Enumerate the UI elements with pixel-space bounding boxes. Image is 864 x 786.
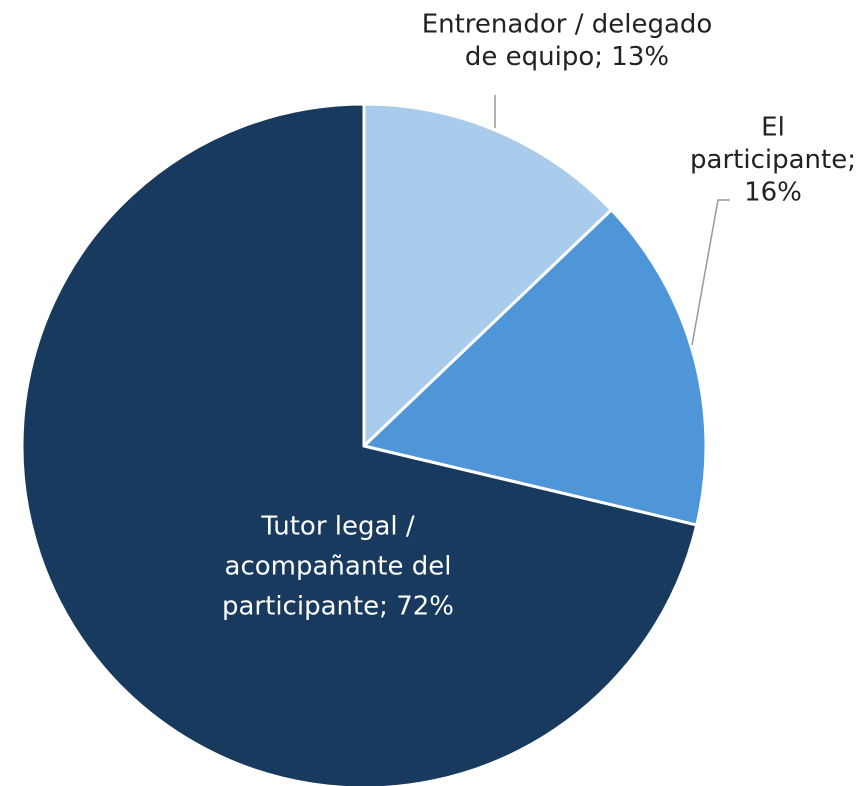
data-label: acompañante del bbox=[225, 552, 452, 582]
pie-slice bbox=[360, 207, 708, 527]
data-label: El bbox=[761, 113, 785, 143]
data-label: Tutor legal / bbox=[260, 512, 415, 542]
data-label: Entrenador / delegado bbox=[422, 10, 713, 40]
data-label: participante; 72% bbox=[222, 592, 454, 622]
pie-slice bbox=[20, 102, 699, 786]
pie-slice bbox=[362, 102, 614, 450]
data-label: participante; bbox=[690, 145, 856, 175]
data-label: de equipo; 13% bbox=[465, 42, 669, 72]
data-label: 16% bbox=[744, 178, 802, 208]
leader-line bbox=[691, 199, 730, 346]
